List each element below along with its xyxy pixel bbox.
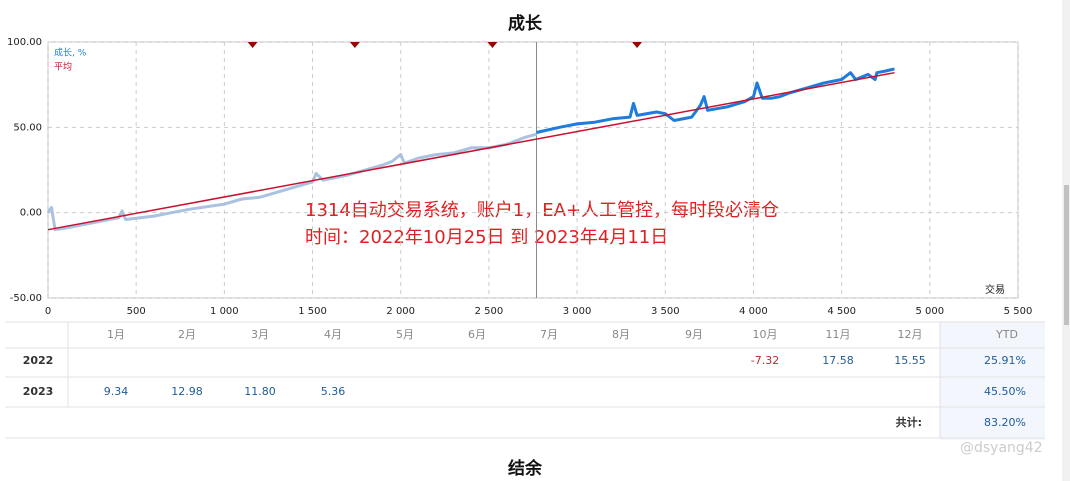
table-cell: 45.50% — [984, 385, 1026, 398]
row-label: 2023 — [23, 385, 54, 398]
x-tick-label: 3 500 — [651, 306, 680, 317]
scroll-thumb[interactable] — [1064, 185, 1069, 325]
series-line — [47, 71, 895, 231]
x-tick-label: 4 000 — [739, 306, 768, 317]
annotation: 时间：2022年10月25日 到 2023年4月11日 — [305, 227, 668, 248]
row-label: 2022 — [23, 354, 54, 367]
table-header: 1月 — [107, 328, 125, 341]
watermark: @dsyang42 — [960, 440, 1043, 456]
y-tick-label: 100.00 — [7, 37, 42, 48]
x-tick-label: 3 000 — [563, 306, 592, 317]
chart-title: 成长 — [508, 13, 543, 34]
table-cell: 11.80 — [244, 385, 276, 398]
ytd-column — [940, 322, 1045, 440]
table-cell: 25.91% — [984, 354, 1026, 367]
x-tick-label: 1 500 — [298, 306, 327, 317]
event-marker — [247, 42, 258, 48]
table-cell: 15.55 — [894, 354, 926, 367]
annotation: 1314自动交易系统，账户1，EA+人工管控，每时段必清仓 — [305, 200, 779, 221]
total-label: 共计: — [896, 415, 922, 429]
table-cell: -7.32 — [751, 354, 779, 367]
x-tick-label: 2 000 — [386, 306, 415, 317]
table-header: 7月 — [540, 328, 558, 341]
event-marker — [487, 42, 498, 48]
table-header: 2月 — [178, 328, 196, 341]
series-line — [46, 132, 537, 232]
y-tick-label: 0.00 — [20, 208, 42, 219]
x-tick-label: 5 000 — [915, 306, 944, 317]
event-marker — [349, 42, 360, 48]
table-cell: 5.36 — [321, 385, 346, 398]
table-cell: 9.34 — [104, 385, 129, 398]
x-tick-label: 4 500 — [827, 306, 856, 317]
x-tick-label: 5 500 — [1004, 306, 1033, 317]
table-header: 10月 — [753, 328, 778, 341]
total-value: 83.20% — [984, 416, 1026, 429]
table-header: 12月 — [898, 328, 923, 341]
table-header: YTD — [995, 328, 1018, 341]
table-header: 6月 — [468, 328, 486, 341]
table-header: 9月 — [685, 328, 703, 341]
table-header: 3月 — [251, 328, 269, 341]
event-marker — [632, 42, 643, 48]
series-line — [536, 67, 895, 134]
legend-item: 平均 — [54, 61, 72, 73]
x-tick-label: 1 000 — [210, 306, 239, 317]
table-cell: 17.58 — [822, 354, 854, 367]
x-tick-label: 2 500 — [475, 306, 504, 317]
legend-item: 成长, % — [54, 47, 87, 59]
y-tick-label: -50.00 — [10, 293, 42, 304]
table-header: 11月 — [826, 328, 851, 341]
y-tick-label: 50.00 — [13, 122, 42, 133]
x-tick-label: 500 — [127, 306, 146, 317]
table-header: 5月 — [396, 328, 414, 341]
plot-area — [47, 41, 1019, 299]
x-tick-label: 0 — [45, 306, 51, 317]
x-axis-label: 交易 — [985, 283, 1005, 296]
table-cell: 12.98 — [171, 385, 203, 398]
section-title: 结余 — [508, 458, 543, 479]
table-header: 4月 — [324, 328, 342, 341]
table-header: 8月 — [612, 328, 630, 341]
